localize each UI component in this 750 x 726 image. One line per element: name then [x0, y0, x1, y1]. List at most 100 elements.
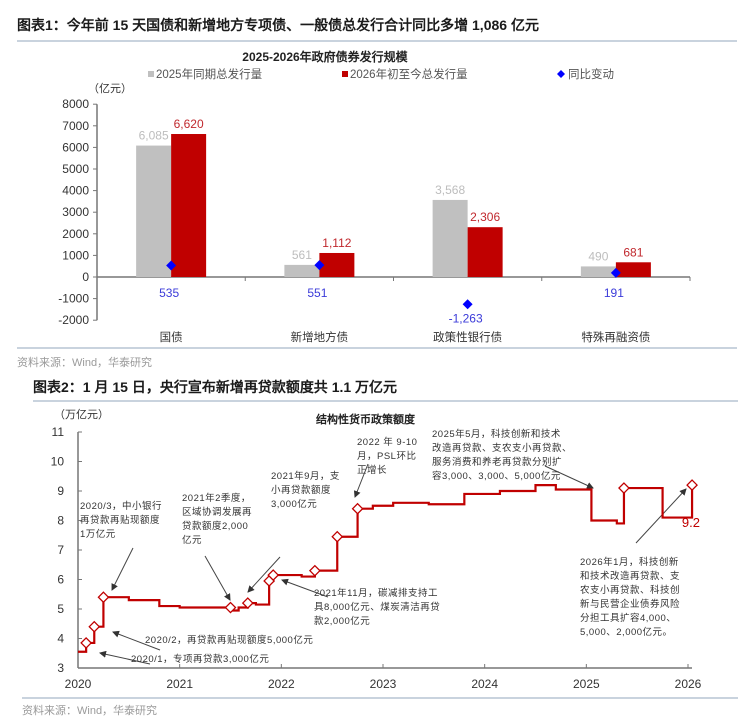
chart1-title: 2025-2026年政府债券发行规模 — [242, 49, 408, 64]
annotation-2020-2: 2020/2，再贷款再贴现额度5,000亿元 — [145, 635, 314, 646]
y-tick-label: 11 — [52, 425, 65, 439]
x-tick-label: 2024 — [471, 677, 498, 691]
bar-2026 — [171, 134, 207, 277]
label-2026: 681 — [623, 245, 643, 259]
event-diamond-marker — [351, 502, 364, 515]
bar-2025 — [136, 145, 172, 277]
chart2-series-line — [78, 479, 698, 653]
bar-2025 — [580, 266, 616, 277]
annotation-arrow — [281, 578, 329, 598]
bar-2026 — [319, 252, 355, 277]
event-diamond-marker — [97, 591, 110, 604]
y-tick-label: 8000 — [62, 97, 89, 111]
yoy-diamond-marker — [462, 299, 473, 310]
x-tick-label: 2026 — [675, 677, 702, 691]
yoy-diamond-marker — [314, 260, 325, 271]
event-diamond-marker — [618, 482, 630, 494]
category-label: 特殊再融资债 — [581, 330, 650, 344]
chart2-title: 结构性货币政策额度 — [315, 412, 416, 426]
figure1-title-rule — [17, 40, 737, 42]
x-tick-label: 2023 — [370, 677, 397, 691]
y-tick-label: 3000 — [62, 205, 89, 219]
annotation-arrow — [635, 488, 687, 544]
annotation-arrow — [99, 650, 151, 665]
bond-issuance-bar-chart: 2025-2026年政府债券发行规模 2025年同期总发行量 2026年初至今总… — [58, 49, 691, 344]
event-diamond-marker — [308, 564, 321, 577]
bar-2025 — [284, 264, 320, 277]
legend-label-yoy: 同比变动 — [568, 67, 614, 81]
y-tick-label: 7000 — [62, 119, 89, 133]
annotation-arrow — [247, 556, 281, 593]
annotation-arrow — [544, 465, 594, 489]
event-diamond-marker — [88, 620, 101, 633]
y-tick-label: 4 — [57, 632, 64, 646]
y-tick-label: 9 — [57, 484, 64, 498]
legend-swatch-2025 — [148, 71, 154, 77]
annotation-arrow — [204, 555, 231, 601]
annotation-2022-9: 2022 年 9-10 月，PSL环比 正增长 — [357, 437, 418, 476]
chart2-end-label: 9.2 — [682, 515, 700, 530]
y-tick-label: 6 — [57, 573, 64, 587]
chart2-annotation-arrows — [99, 463, 687, 665]
y-tick-label: 7 — [57, 543, 64, 557]
yoy-diamond-marker — [610, 267, 621, 278]
label-2026: 1,112 — [322, 236, 351, 250]
label-2025: 490 — [588, 249, 608, 263]
event-diamond-marker — [241, 597, 254, 610]
chart1-bars — [136, 134, 651, 310]
event-diamond-marker — [331, 530, 344, 543]
figure2-bottom-rule — [22, 697, 738, 699]
chart2-unit-label: （万亿元） — [54, 408, 109, 421]
figure2-title-rule — [33, 400, 738, 402]
y-tick-label: 5 — [57, 602, 64, 616]
figure1-bottom-rule — [17, 347, 737, 349]
annotation-2025-5: 2025年5月，科技创新和技术 改造再贷款、支农支小再贷款、 服务消费和养老再贷款分… — [432, 429, 573, 482]
label-2025: 561 — [292, 248, 312, 262]
y-tick-label: 5000 — [62, 162, 89, 176]
figure1-title: 图表1：今年前 15 天国债和新增地方专项债、一般债总发行合计同比多增 1,08… — [17, 17, 539, 33]
y-tick-label: 10 — [51, 455, 65, 469]
legend-label-2025: 2025年同期总发行量 — [156, 67, 262, 81]
x-tick-label: 2021 — [166, 677, 193, 691]
annotation-2021-q2: 2021年2季度， 区域协调发展再 贷款额度2,000 亿元 — [182, 493, 253, 546]
category-label: 政策性银行债 — [433, 330, 502, 344]
figure2-source: 资料来源：Wind，华泰研究 — [22, 705, 158, 717]
annotation-2021-11: 2021年11月，碳减排支持工 具8,000亿元、煤炭清洁再贷 款2,000亿元 — [314, 588, 441, 627]
label-yoy: 551 — [307, 286, 327, 300]
annotation-2021-9: 2021年9月，支 小再贷款额度 3,000亿元 — [271, 471, 340, 510]
y-tick-label: -1000 — [58, 292, 89, 306]
y-tick-label: 4000 — [62, 184, 89, 198]
legend-diamond-icon — [557, 70, 565, 78]
label-2025: 6,085 — [139, 129, 169, 143]
category-label: 新增地方债 — [291, 330, 349, 344]
x-tick-label: 2025 — [573, 677, 600, 691]
category-label: 国债 — [160, 330, 183, 344]
event-diamond-marker — [224, 601, 237, 614]
y-tick-label: -2000 — [58, 313, 89, 327]
figure2-title: 图表2：1 月 15 日，央行宣布新增再贷款额度共 1.1 万亿元 — [33, 379, 398, 395]
label-2026: 6,620 — [174, 117, 204, 131]
annotation-2020-1: 2020/1，专项再贷款3,000亿元 — [131, 654, 270, 665]
y-tick-label: 3 — [57, 661, 64, 675]
bar-2026 — [615, 262, 651, 277]
figure1-source: 资料来源：Wind，华泰研究 — [17, 357, 153, 369]
x-tick-label: 2020 — [65, 677, 92, 691]
event-diamond-marker — [80, 637, 93, 649]
y-tick-label: 2000 — [62, 227, 89, 241]
annotation-2026-1: 2026年1月，科技创新 和技术改造再贷款、支 农支小再贷款、科技创 新与民营企业债券… — [580, 557, 681, 638]
event-diamond-marker — [267, 569, 280, 581]
chart1-data-labels: 6,085 6,620 535 国债 561 1,112 551 新增地方债 3,568 2,30… — [139, 117, 651, 344]
y-tick-label: 6000 — [62, 140, 89, 154]
x-tick-label: 2022 — [268, 677, 295, 691]
annotation-arrow — [112, 630, 161, 651]
chart1-legend: 2025年同期总发行量 2026年初至今总发行量 同比变动 — [148, 67, 614, 81]
bar-2026 — [467, 227, 503, 277]
chart1-unit-label: （亿元） — [88, 82, 132, 95]
y-tick-label: 0 — [82, 270, 89, 284]
chart1-axes: 8000 7000 6000 5000 4000 3000 2000 1000 0 -1000 -2… — [58, 97, 691, 327]
label-2025: 3,568 — [435, 183, 465, 197]
bar-2025 — [432, 199, 468, 277]
label-2026: 2,306 — [470, 210, 500, 224]
